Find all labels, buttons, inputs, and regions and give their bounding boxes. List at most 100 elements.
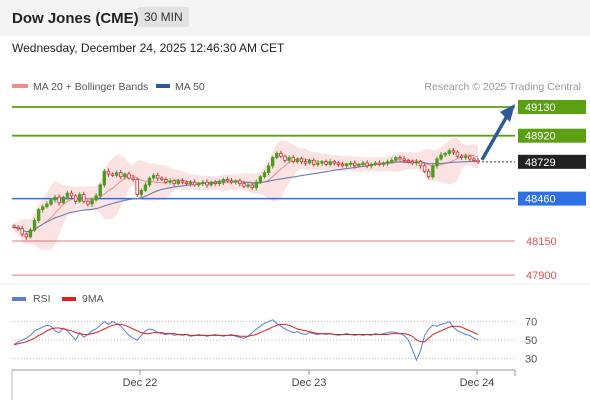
level-badge-48460 — [518, 191, 586, 206]
candle — [192, 179, 197, 187]
candle — [61, 195, 65, 205]
candle — [472, 156, 476, 162]
candle — [357, 162, 361, 168]
candle — [373, 160, 378, 167]
candle-body — [24, 233, 29, 238]
candle-body — [418, 161, 423, 167]
candle — [94, 193, 98, 202]
candle — [459, 154, 464, 160]
candle-body — [102, 170, 107, 186]
candle-body — [414, 161, 419, 164]
candle-body — [69, 192, 74, 197]
candle — [377, 160, 382, 167]
forecast-arrow-shaft — [480, 115, 509, 161]
candle — [394, 155, 398, 163]
chart-header — [0, 0, 590, 36]
candle-body — [435, 158, 439, 167]
candle — [246, 183, 250, 189]
candle — [270, 155, 275, 169]
candle-body — [188, 181, 193, 184]
candle — [41, 204, 45, 213]
timeframe-badge[interactable]: 30 MIN — [138, 7, 189, 27]
candle — [156, 172, 160, 181]
candle-body — [168, 180, 172, 183]
candle — [90, 197, 94, 207]
candle-body — [427, 170, 431, 178]
candle-body — [394, 157, 398, 161]
candle-body — [28, 229, 33, 238]
candle-body — [287, 157, 291, 161]
candle-body — [398, 157, 402, 160]
forecast-arrow-layer — [480, 104, 515, 161]
level-label-49130: 49130 — [525, 102, 556, 114]
candle — [422, 163, 427, 173]
candle — [258, 175, 263, 184]
candle-body — [160, 177, 164, 180]
candle — [131, 175, 135, 182]
candle-body — [299, 158, 304, 163]
candle — [340, 161, 345, 168]
candle-body — [110, 173, 115, 176]
instrument-title: Dow Jones (CME) — [12, 10, 139, 27]
candle-body — [312, 159, 316, 165]
level-badge-49130 — [518, 100, 586, 114]
candle-body — [439, 154, 443, 160]
candle-body — [106, 170, 111, 175]
candle — [439, 152, 443, 161]
candle — [229, 178, 234, 185]
candle — [328, 158, 332, 167]
candle-body — [20, 228, 24, 235]
candle-body — [180, 180, 185, 183]
candle — [172, 179, 176, 187]
candle — [303, 158, 308, 166]
candle-body — [114, 172, 119, 176]
candle — [431, 164, 435, 180]
candle — [20, 225, 24, 237]
candle — [447, 148, 451, 156]
candle-body — [381, 162, 386, 165]
x-tick-label: Dec 22 — [123, 377, 158, 389]
candle-body — [82, 194, 86, 202]
candle — [455, 150, 460, 158]
candle — [287, 155, 291, 164]
candle — [197, 181, 201, 187]
rsi-tick-70: 70 — [525, 317, 537, 329]
x-tick-label: Dec 24 — [460, 377, 495, 389]
candle-body — [172, 180, 176, 184]
candle-body — [250, 184, 254, 189]
candle-body — [316, 162, 320, 165]
candle-body — [45, 203, 49, 208]
candle-body — [422, 165, 427, 172]
rsi-tick-30: 30 — [525, 353, 537, 365]
candle — [295, 157, 300, 164]
candle — [353, 160, 357, 169]
candle — [12, 224, 16, 229]
candle — [73, 194, 78, 205]
candle — [135, 177, 139, 197]
candle — [291, 154, 295, 164]
candle — [398, 155, 402, 162]
candle — [299, 156, 304, 165]
candle-body — [472, 158, 476, 161]
candle-body — [336, 162, 341, 165]
candle-body — [98, 184, 102, 197]
candle-body — [119, 172, 123, 178]
candle — [262, 170, 267, 179]
level-label-48460: 48460 — [525, 194, 556, 206]
candle — [279, 150, 283, 159]
candle-body — [270, 157, 275, 167]
candle — [77, 192, 82, 203]
level-label-48920: 48920 — [525, 131, 556, 143]
candle — [324, 159, 328, 167]
candle-body — [406, 159, 410, 163]
candle-body — [385, 161, 390, 164]
candle — [254, 179, 258, 191]
candle-body — [373, 162, 378, 165]
candle-body — [275, 153, 279, 158]
candle-body — [229, 180, 234, 183]
candle-body — [443, 153, 447, 156]
candle-body — [201, 181, 205, 184]
candle — [443, 151, 447, 157]
forecast-arrow-head — [500, 104, 515, 122]
ma50-legend-swatch — [156, 84, 170, 88]
